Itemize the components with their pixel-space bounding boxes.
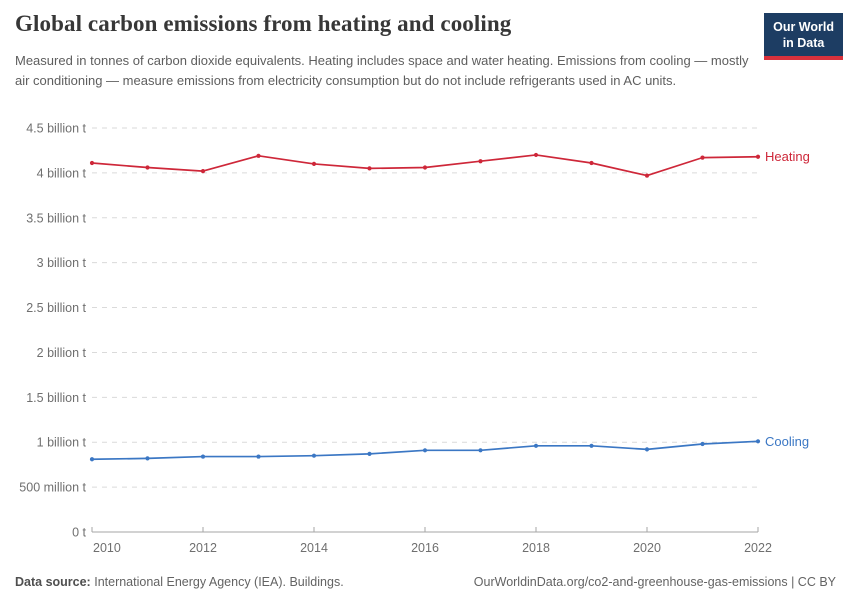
cooling-data-point[interactable] [700,441,705,447]
y-axis-tick-label: 3.5 billion t [26,211,86,225]
heating-data-point[interactable] [644,173,650,178]
cooling-data-point[interactable] [311,453,317,458]
y-axis-tick-label: 500 million t [19,481,86,495]
heating-data-point[interactable] [478,159,483,164]
y-axis-tick-label: 3 billion t [37,256,87,270]
cooling-data-point[interactable] [145,456,150,461]
heating-data-point[interactable] [755,154,761,159]
y-axis-tick-label: 4.5 billion t [26,122,86,136]
x-axis-tick-label: 2020 [633,541,661,555]
cooling-data-point[interactable] [422,448,428,453]
x-axis-tick-label: 2016 [411,541,439,555]
heating-data-point[interactable] [700,155,705,160]
heating-data-point[interactable] [200,168,206,174]
heating-data-point[interactable] [533,152,539,158]
data-source-text: International Energy Agency (IEA). Build… [94,575,344,589]
page-title: Global carbon emissions from heating and… [15,11,512,36]
cooling-data-point[interactable] [89,457,95,462]
y-axis-tick-label: 0 t [72,526,86,540]
y-axis-tick-label: 1.5 billion t [26,391,86,405]
data-source-label: Data source: [15,575,91,589]
y-axis-tick-label: 2.5 billion t [26,301,86,315]
x-axis-tick-label: 2010 [93,541,121,555]
owid-url-license[interactable]: OurWorldinData.org/co2-and-greenhouse-ga… [473,575,836,589]
heating-data-point[interactable] [256,153,261,158]
owid-logo-line2: in Data [782,36,825,51]
heating-data-point[interactable] [311,161,317,167]
owid-logo[interactable]: Our World in Data [764,13,843,60]
y-axis-tick-label: 2 billion t [37,346,87,360]
series-label-cooling[interactable]: Cooling [765,434,809,449]
cooling-data-point[interactable] [367,451,372,456]
heating-data-point[interactable] [422,165,428,170]
owid-logo-line1: Our World [773,20,834,34]
x-axis-tick-label: 2012 [189,541,217,555]
heating-data-point[interactable] [589,160,594,166]
y-axis-tick-label: 1 billion t [37,436,87,450]
cooling-data-point[interactable] [644,447,650,452]
cooling-data-point[interactable] [200,454,206,459]
chart-footer: Data source: International Energy Agency… [15,575,836,589]
cooling-data-point[interactable] [256,454,261,459]
y-axis-tick-label: 4 billion t [37,166,87,180]
series-label-heating[interactable]: Heating [765,149,810,164]
data-source: Data source: International Energy Agency… [15,575,344,589]
chart-subtitle: Measured in tonnes of carbon dioxide equ… [15,53,749,89]
cooling-data-point[interactable] [533,443,539,448]
cooling-data-point[interactable] [589,443,594,448]
x-axis-tick-label: 2018 [522,541,550,555]
heating-data-point[interactable] [89,160,95,166]
x-axis-tick-label: 2022 [744,541,772,555]
x-axis-tick-label: 2014 [300,541,328,555]
cooling-data-point[interactable] [478,448,483,453]
heating-data-point[interactable] [367,166,372,171]
heating-data-point[interactable] [145,165,150,170]
cooling-data-point[interactable] [755,439,761,444]
